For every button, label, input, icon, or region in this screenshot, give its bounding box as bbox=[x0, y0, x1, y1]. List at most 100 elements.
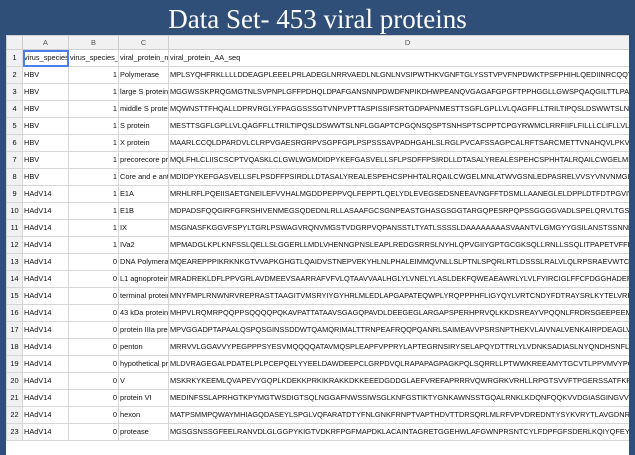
cell-protein-name[interactable]: IX bbox=[118, 219, 169, 237]
cell-virus-species-id[interactable]: 0 bbox=[68, 423, 119, 441]
row-number[interactable]: 15 bbox=[6, 287, 23, 305]
cell-protein-sequence[interactable]: MQLFHLCLIISCSCPTVQASKLCLGWLWGMDIDPYKEFGA… bbox=[168, 151, 629, 169]
cell-protein-name[interactable]: X protein bbox=[118, 134, 169, 152]
cell-protein-sequence[interactable]: MPLSYQHFRKLLLLDDEAGPLEEELPRLADEGLNRRVAED… bbox=[168, 66, 629, 84]
cell-protein-sequence[interactable]: MEDINFSSLAPRHGTKPYMGTWSDIGTSQLNGGAFNWSSI… bbox=[168, 389, 629, 407]
cell-protein-sequence[interactable]: MQWNSTTFHQALLDPRVRGLYFPAGGSSSGTVNPVPTTAS… bbox=[168, 100, 629, 118]
cell-virus-species[interactable]: HAdV14 bbox=[22, 270, 69, 288]
cell-protein-name[interactable]: viral_protein_nam bbox=[118, 49, 169, 67]
row-number[interactable]: 21 bbox=[6, 389, 23, 407]
cell-protein-name[interactable]: hexon bbox=[118, 406, 169, 424]
cell-virus-species[interactable]: HBV bbox=[22, 151, 69, 169]
cell-virus-species[interactable]: HAdV14 bbox=[22, 423, 69, 441]
cell-virus-species[interactable]: HAdV14 bbox=[22, 304, 69, 322]
row-number[interactable]: 7 bbox=[6, 151, 23, 169]
cell-virus-species-id[interactable]: 0 bbox=[68, 372, 119, 390]
cell-virus-species-id[interactable]: 0 bbox=[68, 253, 119, 271]
cell-protein-name[interactable]: V bbox=[118, 372, 169, 390]
cell-virus-species-id[interactable]: 1 bbox=[68, 236, 119, 254]
row-number[interactable]: 10 bbox=[6, 202, 23, 220]
cell-protein-name[interactable]: large S protein bbox=[118, 83, 169, 101]
select-all-corner[interactable] bbox=[6, 35, 23, 50]
spreadsheet[interactable]: A B C D 1virus_speciesvirus_species_orvi… bbox=[6, 35, 629, 455]
cell-protein-name[interactable]: Polymerase bbox=[118, 66, 169, 84]
cell-virus-species[interactable]: HAdV14 bbox=[22, 202, 69, 220]
column-header-b[interactable]: B bbox=[68, 35, 119, 50]
cell-protein-name[interactable]: middle S protein bbox=[118, 100, 169, 118]
cell-protein-sequence[interactable]: MGSGSNSSGFEELRANVDLGLGGPYKIGTVDKRFPGFMAP… bbox=[168, 423, 629, 441]
cell-protein-sequence[interactable]: MESTTSGFLGPLLVLQAGFFLLTRILTIPQSLDSWWTSLN… bbox=[168, 117, 629, 135]
cell-protein-sequence[interactable]: MDIDPYKEFGASVELLSFLPSDFFPSIRDLLDTASALYRE… bbox=[168, 168, 629, 186]
cell-protein-sequence[interactable]: MSGNASFKGGVFSPYLTGRLPSWAGVRQNVMGSTVDGRPV… bbox=[168, 219, 629, 237]
row-number[interactable]: 13 bbox=[6, 253, 23, 271]
row-number[interactable]: 23 bbox=[6, 423, 23, 441]
cell-protein-sequence[interactable]: viral_protein_AA_seq bbox=[168, 49, 629, 67]
cell-virus-species[interactable]: HAdV14 bbox=[22, 372, 69, 390]
row-number[interactable]: 5 bbox=[6, 117, 23, 135]
row-number[interactable]: 16 bbox=[6, 304, 23, 322]
cell-virus-species-id[interactable]: 1 bbox=[68, 66, 119, 84]
row-number[interactable]: 12 bbox=[6, 236, 23, 254]
cell-protein-name[interactable]: S protein bbox=[118, 117, 169, 135]
cell-virus-species[interactable]: HBV bbox=[22, 134, 69, 152]
column-header-c[interactable]: C bbox=[118, 35, 169, 50]
cell-protein-name[interactable]: penton bbox=[118, 338, 169, 356]
row-number[interactable]: 8 bbox=[6, 168, 23, 186]
cell-protein-name[interactable]: precorecore prot bbox=[118, 151, 169, 169]
row-number[interactable]: 17 bbox=[6, 321, 23, 339]
cell-protein-name[interactable]: L1 agnoprotein bbox=[118, 270, 169, 288]
row-number[interactable]: 22 bbox=[6, 406, 23, 424]
cell-virus-species[interactable]: HAdV14 bbox=[22, 355, 69, 373]
row-number[interactable]: 4 bbox=[6, 100, 23, 118]
cell-protein-name[interactable]: protein IIIa precu bbox=[118, 321, 169, 339]
row-number[interactable]: 19 bbox=[6, 355, 23, 373]
cell-virus-species-id[interactable]: 1 bbox=[68, 168, 119, 186]
cell-virus-species[interactable]: HBV bbox=[22, 117, 69, 135]
cell-protein-sequence[interactable]: MLDVRAGEGALPDATELPLPCEPQELYYEELDAWDEEPCL… bbox=[168, 355, 629, 373]
cell-virus-species[interactable]: HAdV14 bbox=[22, 253, 69, 271]
cell-protein-sequence[interactable]: MRRVVLGGAVVYPEGPPPSYESVMQQQQATAVMQSPLEAP… bbox=[168, 338, 629, 356]
cell-virus-species-id[interactable]: 0 bbox=[68, 270, 119, 288]
cell-protein-sequence[interactable]: MPVGGADPTAPAALQSPQSGINSSDDWTQAMQRIMALTTR… bbox=[168, 321, 629, 339]
cell-virus-species-id[interactable]: 0 bbox=[68, 338, 119, 356]
cell-protein-name[interactable]: DNA Polymerase bbox=[118, 253, 169, 271]
cell-virus-species[interactable]: HAdV14 bbox=[22, 219, 69, 237]
cell-virus-species-id[interactable]: 1 bbox=[68, 83, 119, 101]
cell-virus-species[interactable]: HBV bbox=[22, 168, 69, 186]
cell-virus-species[interactable]: virus_species bbox=[22, 49, 69, 67]
row-number[interactable]: 11 bbox=[6, 219, 23, 237]
cell-protein-name[interactable]: protein VI bbox=[118, 389, 169, 407]
cell-virus-species-id[interactable]: 0 bbox=[68, 355, 119, 373]
column-header-a[interactable]: A bbox=[22, 35, 69, 50]
row-number[interactable]: 18 bbox=[6, 338, 23, 356]
row-number[interactable]: 2 bbox=[6, 66, 23, 84]
cell-protein-sequence[interactable]: MGGWSSKPRQGMGTNLSVPNPLGFFPDHQLDPAFGANSNN… bbox=[168, 83, 629, 101]
cell-virus-species-id[interactable]: 0 bbox=[68, 321, 119, 339]
cell-protein-sequence[interactable]: MRADREKLDFLPPVGRLAVDMEEVSAARRAFVFVLQTAAV… bbox=[168, 270, 629, 288]
cell-virus-species[interactable]: HAdV14 bbox=[22, 185, 69, 203]
cell-virus-species[interactable]: HAdV14 bbox=[22, 406, 69, 424]
cell-protein-name[interactable]: 43 kDa protein bbox=[118, 304, 169, 322]
cell-virus-species-id[interactable]: 1 bbox=[68, 134, 119, 152]
row-number[interactable]: 20 bbox=[6, 372, 23, 390]
row-number[interactable]: 3 bbox=[6, 83, 23, 101]
row-number[interactable]: 1 bbox=[6, 49, 23, 67]
cell-virus-species-id[interactable]: 1 bbox=[68, 202, 119, 220]
row-number[interactable]: 14 bbox=[6, 270, 23, 288]
cell-protein-name[interactable]: E1A bbox=[118, 185, 169, 203]
cell-virus-species-id[interactable]: 0 bbox=[68, 389, 119, 407]
cell-virus-species-id[interactable]: 1 bbox=[68, 100, 119, 118]
cell-protein-name[interactable]: E1B bbox=[118, 202, 169, 220]
cell-protein-sequence[interactable]: MPMADGLKPLKNFSSLQELLSLGGERLLMDLVHENNGPNS… bbox=[168, 236, 629, 254]
cell-virus-species[interactable]: HBV bbox=[22, 83, 69, 101]
cell-protein-name[interactable]: protease bbox=[118, 423, 169, 441]
cell-virus-species[interactable]: HAdV14 bbox=[22, 338, 69, 356]
cell-virus-species-id[interactable]: 0 bbox=[68, 287, 119, 305]
row-number[interactable]: 6 bbox=[6, 134, 23, 152]
cell-protein-sequence[interactable]: MSKRKYKEEMLQVAPEVYGQPLKDEKKPRKIKRAKKDKKE… bbox=[168, 372, 629, 390]
cell-virus-species[interactable]: HAdV14 bbox=[22, 236, 69, 254]
cell-protein-name[interactable]: Core and e antig bbox=[118, 168, 169, 186]
cell-protein-sequence[interactable]: MHPVLRQMRPQQPPSQQQQPQKAVPATTATAAVSGAGQPA… bbox=[168, 304, 629, 322]
cell-protein-name[interactable]: terminal protein p bbox=[118, 287, 169, 305]
cell-virus-species-id[interactable]: 1 bbox=[68, 117, 119, 135]
